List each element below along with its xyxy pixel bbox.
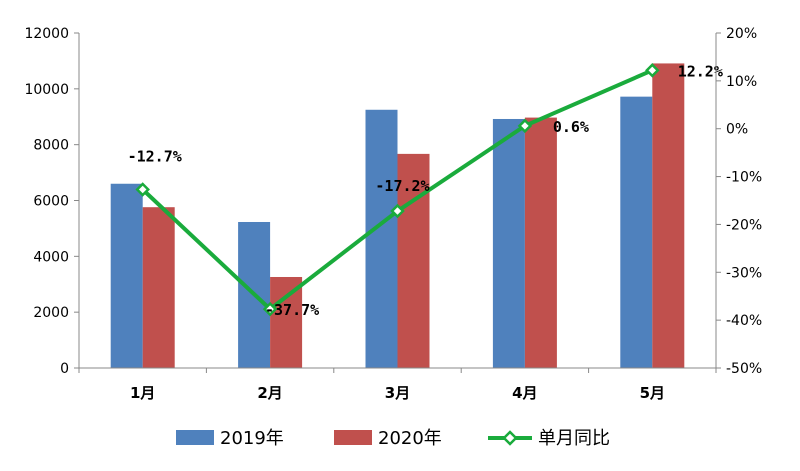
bar-series1 <box>110 183 143 368</box>
x-tick-label: 1月 <box>130 384 155 402</box>
y-right-tick-label: 0% <box>726 122 748 138</box>
bar-series1 <box>492 118 525 368</box>
y-left-tick-label: 4000 <box>33 249 69 265</box>
x-axis: 1月 2月 3月 4月 5月 <box>78 368 717 402</box>
bar-series2 <box>524 117 557 369</box>
yoy-point <box>262 301 278 317</box>
x-tick-label: 3月 <box>385 384 410 402</box>
y-left-axis: 0 2000 4000 6000 8000 10000 12000 <box>24 26 79 377</box>
y-right-axis: -50% -40% -30% -20% -10% 0% 10% 20% <box>716 26 762 377</box>
x-tick-label: 4月 <box>512 384 537 402</box>
y-right-tick-label: 10% <box>726 74 757 90</box>
y-right-tick-label: -50% <box>726 361 762 377</box>
y-left-tick-label: 2000 <box>33 305 69 321</box>
y-right-tick-label: -40% <box>726 313 762 329</box>
y-left-tick-label: 12000 <box>24 26 69 42</box>
y-right-tick-label: -10% <box>726 170 762 186</box>
y-left-tick-label: 6000 <box>33 194 69 210</box>
bars <box>110 63 685 369</box>
yoy-point <box>135 182 150 197</box>
legend-marker <box>502 430 518 446</box>
yoy-data-label: -12.7% <box>128 147 182 165</box>
yoy-line-layer <box>135 63 660 317</box>
y-left-tick-label: 10000 <box>24 82 69 98</box>
x-tick-label: 5月 <box>640 384 665 402</box>
bar-series2 <box>397 153 430 368</box>
yoy-point <box>517 118 533 134</box>
y-right-tick-label: -30% <box>726 265 762 281</box>
legend-label: 2020年 <box>378 428 442 449</box>
y-right-tick-label: -20% <box>726 217 762 233</box>
y-right-tick-label: 20% <box>726 26 757 42</box>
bar-series2 <box>652 63 685 368</box>
yoy-data-label: 12.2% <box>678 62 723 80</box>
y-left-tick-label: 8000 <box>33 138 69 154</box>
y-left-tick-label: 0 <box>60 361 69 377</box>
data-labels: -12.7% -37.7% -17.2% 0.6% 12.2% <box>128 62 723 319</box>
yoy-data-label: -17.2% <box>375 177 429 195</box>
yoy-point <box>390 203 405 219</box>
yoy-point <box>645 63 660 78</box>
yoy-data-label: 0.6% <box>553 118 589 136</box>
bar-series1 <box>365 109 398 368</box>
legend-swatch <box>334 430 372 445</box>
x-tick-label: 2月 <box>257 384 282 402</box>
legend: 2019年 2020年 单月同比 <box>176 428 610 449</box>
legend-swatch <box>176 430 214 445</box>
yoy-data-label: -37.7% <box>265 301 319 319</box>
bar-series1 <box>620 96 653 369</box>
bar-series2 <box>142 207 175 368</box>
bar-series2 <box>270 276 303 368</box>
legend-label: 单月同比 <box>538 428 610 449</box>
legend-label: 2019年 <box>220 428 284 449</box>
